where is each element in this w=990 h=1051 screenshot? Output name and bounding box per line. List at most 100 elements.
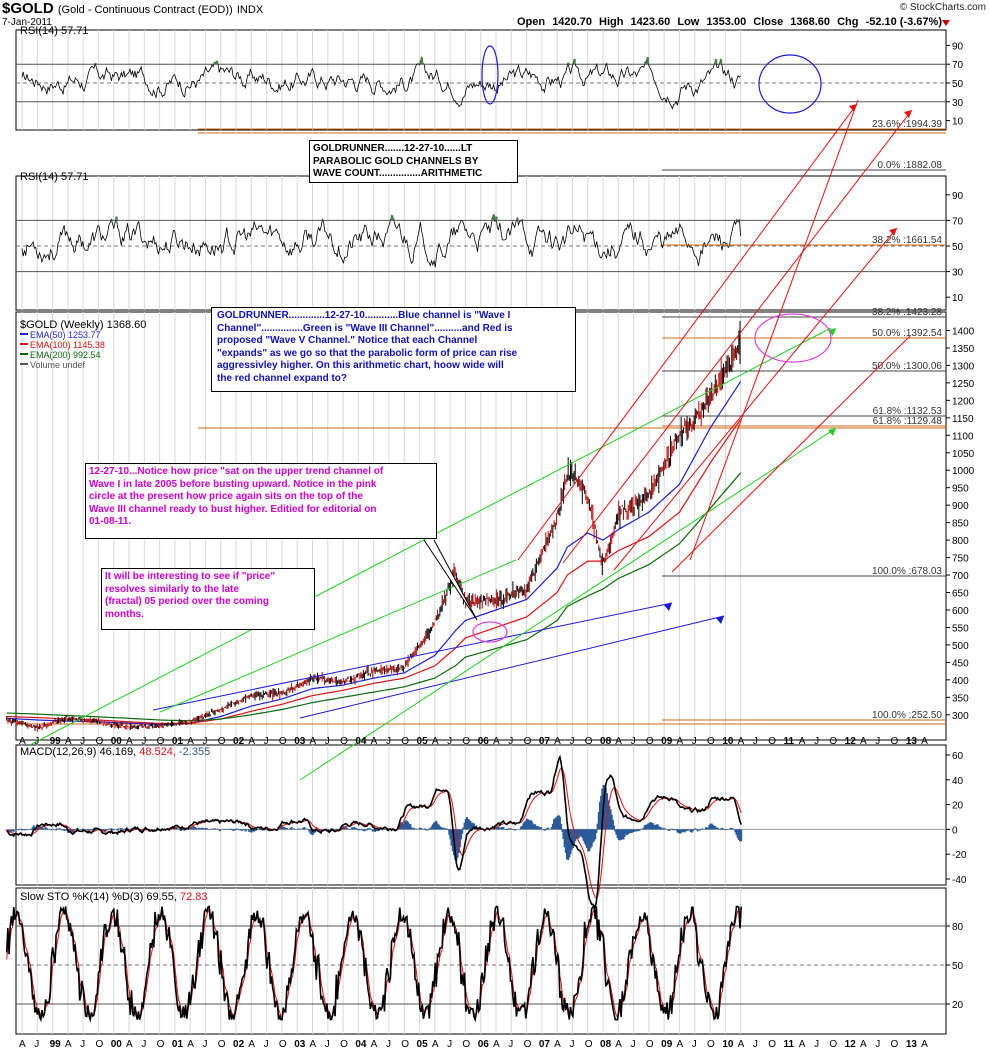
y-tick-label: 60 — [952, 751, 964, 762]
x-axis-label: A — [432, 1039, 439, 1050]
x-axis-label: O — [891, 1039, 899, 1050]
x-axis-label: J — [569, 1039, 574, 1050]
trend-channel-line — [613, 227, 898, 571]
callout-pointer — [423, 539, 478, 621]
x-axis-label: A — [493, 736, 500, 747]
x-axis-label: 07 — [539, 1039, 551, 1050]
rsi-overbought-fill — [389, 219, 393, 221]
y-tick-label: 50 — [952, 242, 964, 253]
rsi-overbought-fill — [420, 57, 424, 65]
rsi-overbought-fill — [646, 57, 649, 65]
note-line: the red channel expand to? — [217, 372, 348, 384]
x-axis-label: A — [187, 1039, 194, 1050]
x-axis-label: A — [493, 1039, 500, 1050]
rsi-overbought-fill — [644, 62, 647, 65]
x-axis-label: J — [447, 736, 452, 747]
fib-level-label: 23.6% :1994.39 — [872, 119, 942, 130]
close-label: Close — [753, 16, 784, 28]
fib-level-label: 38.2% :1423.28 — [872, 307, 942, 318]
x-axis-label: J — [508, 736, 513, 747]
x-axis-label: J — [386, 1039, 391, 1050]
x-axis-label: 11 — [784, 1039, 795, 1050]
brand-label: © StockCharts.com — [899, 2, 986, 13]
x-axis-label: J — [631, 1039, 636, 1050]
x-axis-label: A — [738, 1039, 745, 1050]
y-tick-label: 20 — [952, 801, 964, 812]
y-tick-label: 80 — [952, 922, 964, 933]
y-tick-label: 550 — [952, 623, 969, 634]
rsi-overbought-fill — [115, 216, 118, 221]
x-axis-label: O — [157, 736, 165, 747]
x-axis-label: A — [248, 736, 255, 747]
channel-arrow-icon — [828, 428, 836, 436]
y-tick-label: 1400 — [952, 326, 975, 337]
x-axis-label: J — [753, 1039, 758, 1050]
x-axis-label: J — [692, 1039, 697, 1050]
y-tick-label: 1350 — [952, 344, 975, 355]
x-axis-label: J — [80, 736, 85, 747]
macd-line — [6, 754, 742, 909]
symbol-title: $GOLD (Gold - Continuous Contract (EOD))… — [2, 0, 263, 17]
annotation-goldrunner-title: GOLDRUNNER.......12-27-10......LT PARABO… — [309, 140, 518, 183]
ema-line — [6, 472, 742, 722]
x-axis-label: J — [875, 1039, 880, 1050]
x-axis-label: O — [768, 736, 776, 747]
note-line: Channel"...............Green is "Wave II… — [217, 322, 513, 334]
x-axis-label: J — [447, 1039, 452, 1050]
price-legend-entry: Volume undef — [30, 360, 86, 370]
x-axis-label: 11 — [784, 736, 795, 747]
x-axis-label: 00 — [111, 1039, 123, 1050]
macd-title: MACD(12,26,9) 46.169, 48.524, -2.355 — [20, 746, 210, 758]
x-axis-label: A — [615, 736, 622, 747]
y-tick-label: 1250 — [952, 379, 975, 390]
ema-line — [6, 419, 742, 725]
x-axis-label: A — [554, 1039, 561, 1050]
rsi-overbought-fill — [521, 219, 524, 221]
note-line: Wave III channel ready to bust higher. E… — [89, 503, 377, 515]
rsi-overbought-fill — [214, 62, 218, 65]
y-tick-label: 700 — [952, 571, 969, 582]
fib-level-label: 50.0% :1300.06 — [872, 361, 942, 372]
rsi-overbought-fill — [516, 218, 519, 221]
rsi-overbought-fill — [719, 59, 723, 65]
x-axis-label: 10 — [722, 736, 734, 747]
x-axis-label: J — [141, 736, 146, 747]
note-line: resolves similarly to the late — [105, 583, 239, 595]
x-axis-label: J — [264, 736, 269, 747]
x-axis-label: 12 — [845, 1039, 857, 1050]
x-axis-label: O — [707, 1039, 715, 1050]
x-axis-label: A — [248, 1039, 255, 1050]
rsi-overbought-fill — [392, 218, 395, 221]
rsi-overbought-fill — [321, 219, 324, 221]
x-axis-label: J — [508, 1039, 513, 1050]
trend-channel-line — [517, 103, 858, 561]
x-axis-label: O — [279, 1039, 287, 1050]
x-axis-label: 05 — [417, 736, 429, 747]
x-axis-label: O — [95, 736, 103, 747]
rsi-overbought-fill — [492, 214, 496, 221]
x-axis-label: 09 — [661, 736, 673, 747]
y-tick-label: 1000 — [952, 466, 975, 477]
note-line: 12-27-10...Notice how price "sat on the … — [89, 466, 384, 477]
note-line: months. — [105, 608, 144, 620]
rsi-line — [21, 214, 741, 268]
x-axis-label: O — [585, 736, 593, 747]
annotation-price-channel: 12-27-10...Notice how price "sat on the … — [85, 463, 437, 539]
y-tick-label: 850 — [952, 519, 969, 530]
note-line: proposed "Wave V Channel." Notice that e… — [217, 335, 478, 346]
x-axis-label: 04 — [355, 736, 367, 747]
annotation-fractal: It will be interesting to see if "price"… — [101, 568, 315, 630]
x-axis-label: J — [875, 736, 880, 747]
y-tick-label: 400 — [952, 676, 969, 687]
pink-highlight-circle — [472, 621, 508, 643]
annotation-channels: GOLDRUNNER.............12-27-10.........… — [211, 307, 576, 392]
note-line: 01-08-11. — [89, 516, 132, 527]
rsi-overbought-fill — [94, 63, 97, 65]
down-arrow-icon — [942, 20, 950, 26]
y-tick-label: 70 — [952, 60, 964, 71]
x-axis-label: A — [799, 1039, 806, 1050]
y-tick-label: 650 — [952, 589, 969, 600]
open-label: Open — [517, 16, 546, 28]
rsi-overbought-fill — [595, 63, 599, 65]
